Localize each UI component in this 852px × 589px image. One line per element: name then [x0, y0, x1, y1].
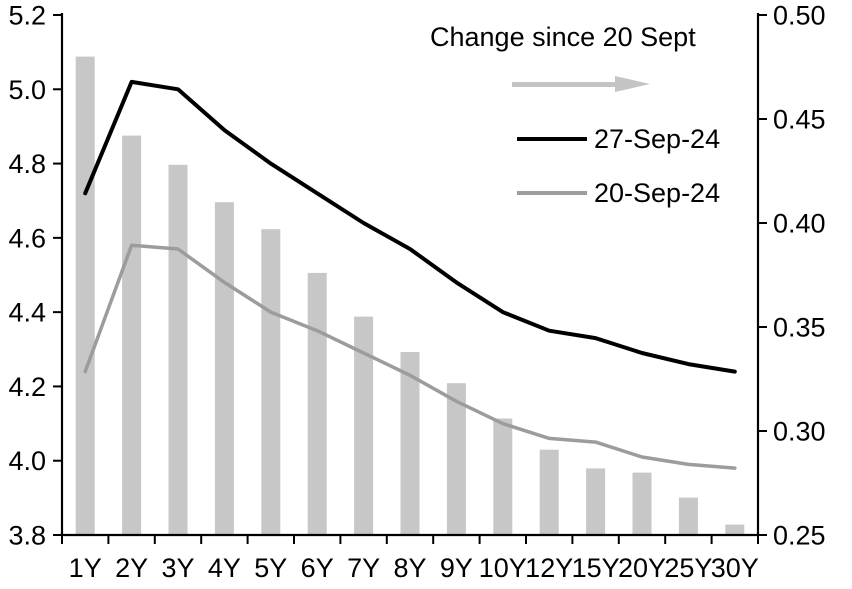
right-axis-tick-label: 0.35 [773, 313, 826, 343]
right-axis-tick-label: 0.30 [773, 417, 826, 447]
left-axis-tick-label: 5.0 [8, 75, 46, 105]
x-axis-label: 2Y [115, 553, 148, 583]
x-axis-label: 25Y [664, 553, 712, 583]
left-axis-tick-label: 4.4 [8, 298, 46, 328]
right-axis-tick-label: 0.45 [773, 105, 826, 135]
legend-label-20-sep: 20-Sep-24 [594, 177, 721, 208]
x-axis-label: 6Y [301, 553, 334, 583]
left-axis-tick-label: 4.2 [8, 372, 46, 402]
change-bar [493, 418, 513, 535]
x-axis-label: 4Y [208, 553, 241, 583]
change-right-arrow-icon [512, 76, 652, 93]
x-axis-label: 8Y [393, 553, 426, 583]
arrow-shaft [512, 82, 616, 87]
change-bar [586, 468, 606, 535]
change-bar [539, 449, 559, 535]
left-axis-tick-label: 4.8 [8, 149, 46, 179]
left-axis-tick-label: 5.2 [8, 1, 46, 31]
change-bar [632, 472, 652, 535]
legend-label-27-sep: 27-Sep-24 [594, 123, 721, 154]
change-bar [725, 524, 745, 535]
left-axis-tick-label: 3.8 [8, 521, 46, 551]
change-bar [354, 316, 374, 535]
left-axis-tick-label: 4.6 [8, 223, 46, 253]
left-axis-tick-label: 4.0 [8, 446, 46, 476]
x-axis-label: 9Y [440, 553, 473, 583]
change-bar [261, 229, 281, 535]
x-axis-label: 10Y [479, 553, 527, 583]
legend-title: Change since 20 Sept [430, 22, 696, 52]
x-axis-label: 15Y [572, 553, 620, 583]
change-bar [307, 272, 327, 535]
gray-line-sample-icon [517, 191, 587, 195]
x-axis-label: 3Y [161, 553, 194, 583]
x-axis-label: 20Y [618, 553, 666, 583]
x-axis-label: 7Y [347, 553, 380, 583]
line-series-20-sep-24 [83, 243, 737, 470]
right-axis-tick-label: 0.50 [773, 1, 826, 31]
x-axis-label: 5Y [254, 553, 287, 583]
change-bar [75, 56, 95, 535]
x-axis-label: 30Y [711, 553, 759, 583]
change-bar [122, 135, 142, 535]
change-bar [168, 164, 188, 536]
x-axis-label: 1Y [69, 553, 102, 583]
x-axis-label: 12Y [525, 553, 573, 583]
black-line-sample-icon [517, 137, 587, 141]
change-bar [400, 352, 420, 535]
legend-item-27-sep: 27-Sep-24 [517, 123, 721, 154]
legend-item-20-sep: 20-Sep-24 [517, 177, 721, 208]
arrow-head [615, 76, 650, 92]
right-axis-tick-label: 0.40 [773, 209, 826, 239]
line-series-27-sep-24 [83, 79, 737, 374]
change-bar [678, 497, 698, 535]
right-axis-tick-label: 0.25 [773, 521, 826, 551]
change-bar [214, 202, 234, 535]
change-bar [446, 383, 466, 535]
